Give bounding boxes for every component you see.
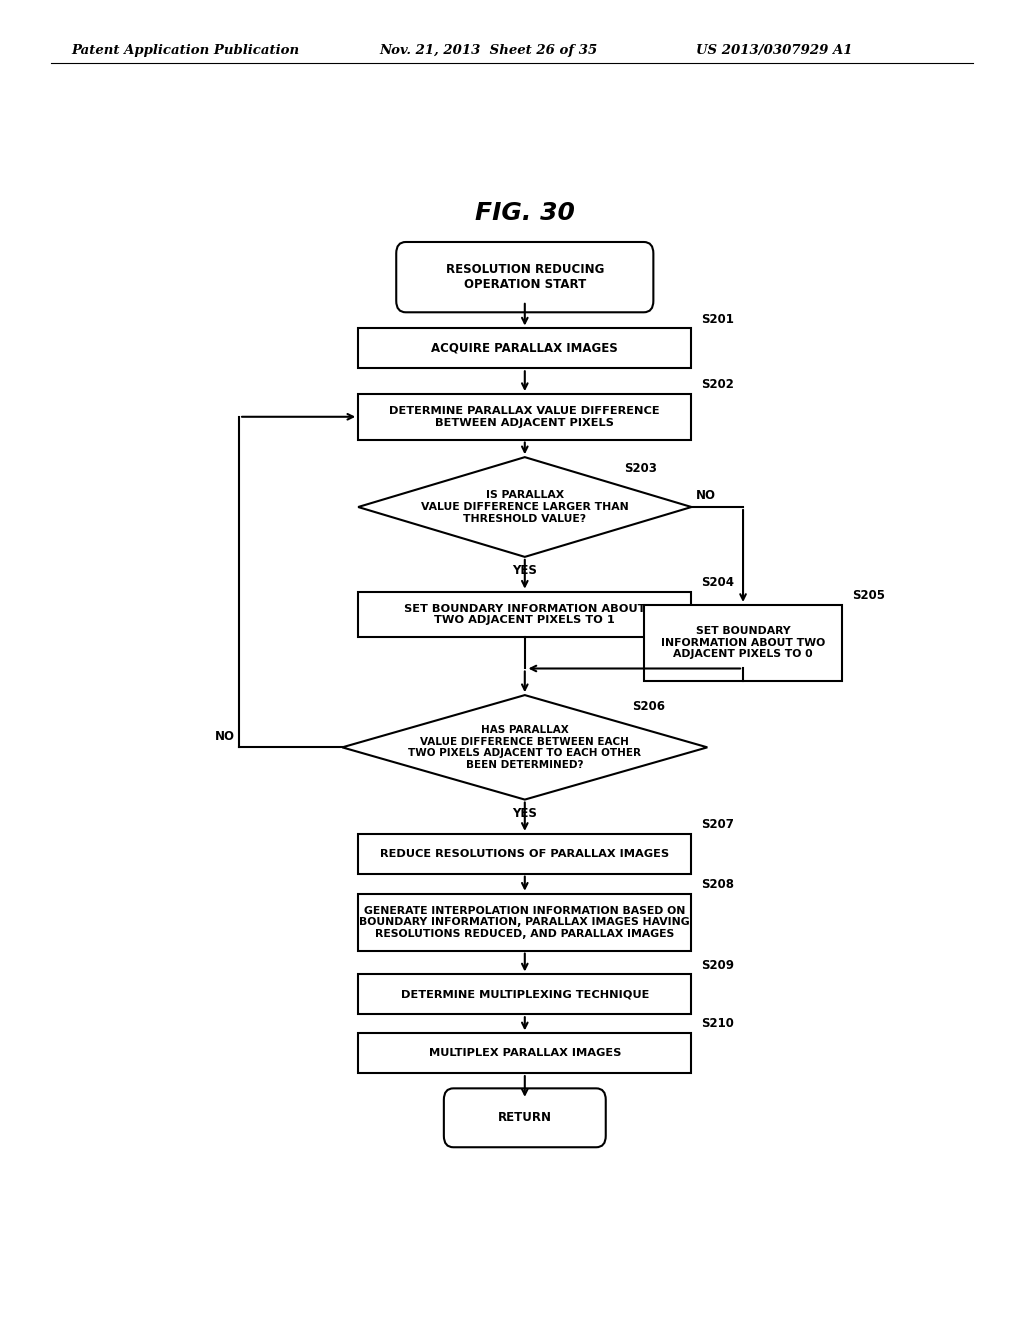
Text: REDUCE RESOLUTIONS OF PARALLAX IMAGES: REDUCE RESOLUTIONS OF PARALLAX IMAGES: [380, 849, 670, 859]
Bar: [358, 329, 691, 368]
Text: S204: S204: [701, 576, 734, 589]
Text: YES: YES: [512, 565, 538, 577]
Text: S202: S202: [701, 378, 734, 391]
Polygon shape: [342, 696, 708, 800]
Bar: [358, 591, 691, 638]
Bar: [644, 605, 842, 681]
Bar: [358, 894, 691, 950]
Bar: [358, 1034, 691, 1073]
Text: S205: S205: [852, 589, 885, 602]
Text: NO: NO: [215, 730, 236, 743]
Text: S201: S201: [701, 313, 734, 326]
FancyBboxPatch shape: [396, 242, 653, 313]
Text: FIG. 30: FIG. 30: [475, 202, 574, 226]
Text: GENERATE INTERPOLATION INFORMATION BASED ON
BOUNDARY INFORMATION, PARALLAX IMAGE: GENERATE INTERPOLATION INFORMATION BASED…: [359, 906, 690, 939]
Text: ACQUIRE PARALLAX IMAGES: ACQUIRE PARALLAX IMAGES: [431, 342, 618, 355]
FancyBboxPatch shape: [443, 1089, 606, 1147]
Text: RETURN: RETURN: [498, 1111, 552, 1125]
Text: S209: S209: [701, 958, 734, 972]
Text: IS PARALLAX
VALUE DIFFERENCE LARGER THAN
THRESHOLD VALUE?: IS PARALLAX VALUE DIFFERENCE LARGER THAN…: [421, 491, 629, 524]
Bar: [358, 834, 691, 874]
Text: S208: S208: [701, 878, 734, 891]
Text: S206: S206: [632, 700, 665, 713]
Text: RESOLUTION REDUCING
OPERATION START: RESOLUTION REDUCING OPERATION START: [445, 263, 604, 292]
Text: SET BOUNDARY
INFORMATION ABOUT TWO
ADJACENT PIXELS TO 0: SET BOUNDARY INFORMATION ABOUT TWO ADJAC…: [660, 626, 825, 660]
Polygon shape: [358, 457, 691, 557]
Text: S210: S210: [701, 1018, 734, 1031]
Text: SET BOUNDARY INFORMATION ABOUT
TWO ADJACENT PIXELS TO 1: SET BOUNDARY INFORMATION ABOUT TWO ADJAC…: [404, 603, 645, 626]
Text: MULTIPLEX PARALLAX IMAGES: MULTIPLEX PARALLAX IMAGES: [429, 1048, 621, 1059]
Text: US 2013/0307929 A1: US 2013/0307929 A1: [696, 44, 853, 57]
Text: S207: S207: [701, 818, 734, 830]
Text: Patent Application Publication: Patent Application Publication: [72, 44, 300, 57]
Bar: [358, 393, 691, 440]
Text: S203: S203: [624, 462, 656, 475]
Text: NO: NO: [695, 490, 716, 503]
Text: DETERMINE MULTIPLEXING TECHNIQUE: DETERMINE MULTIPLEXING TECHNIQUE: [400, 989, 649, 999]
Text: YES: YES: [512, 808, 538, 820]
Text: DETERMINE PARALLAX VALUE DIFFERENCE
BETWEEN ADJACENT PIXELS: DETERMINE PARALLAX VALUE DIFFERENCE BETW…: [389, 407, 660, 428]
Text: Nov. 21, 2013  Sheet 26 of 35: Nov. 21, 2013 Sheet 26 of 35: [379, 44, 597, 57]
Text: HAS PARALLAX
VALUE DIFFERENCE BETWEEN EACH
TWO PIXELS ADJACENT TO EACH OTHER
BEE: HAS PARALLAX VALUE DIFFERENCE BETWEEN EA…: [409, 725, 641, 770]
Bar: [358, 974, 691, 1014]
